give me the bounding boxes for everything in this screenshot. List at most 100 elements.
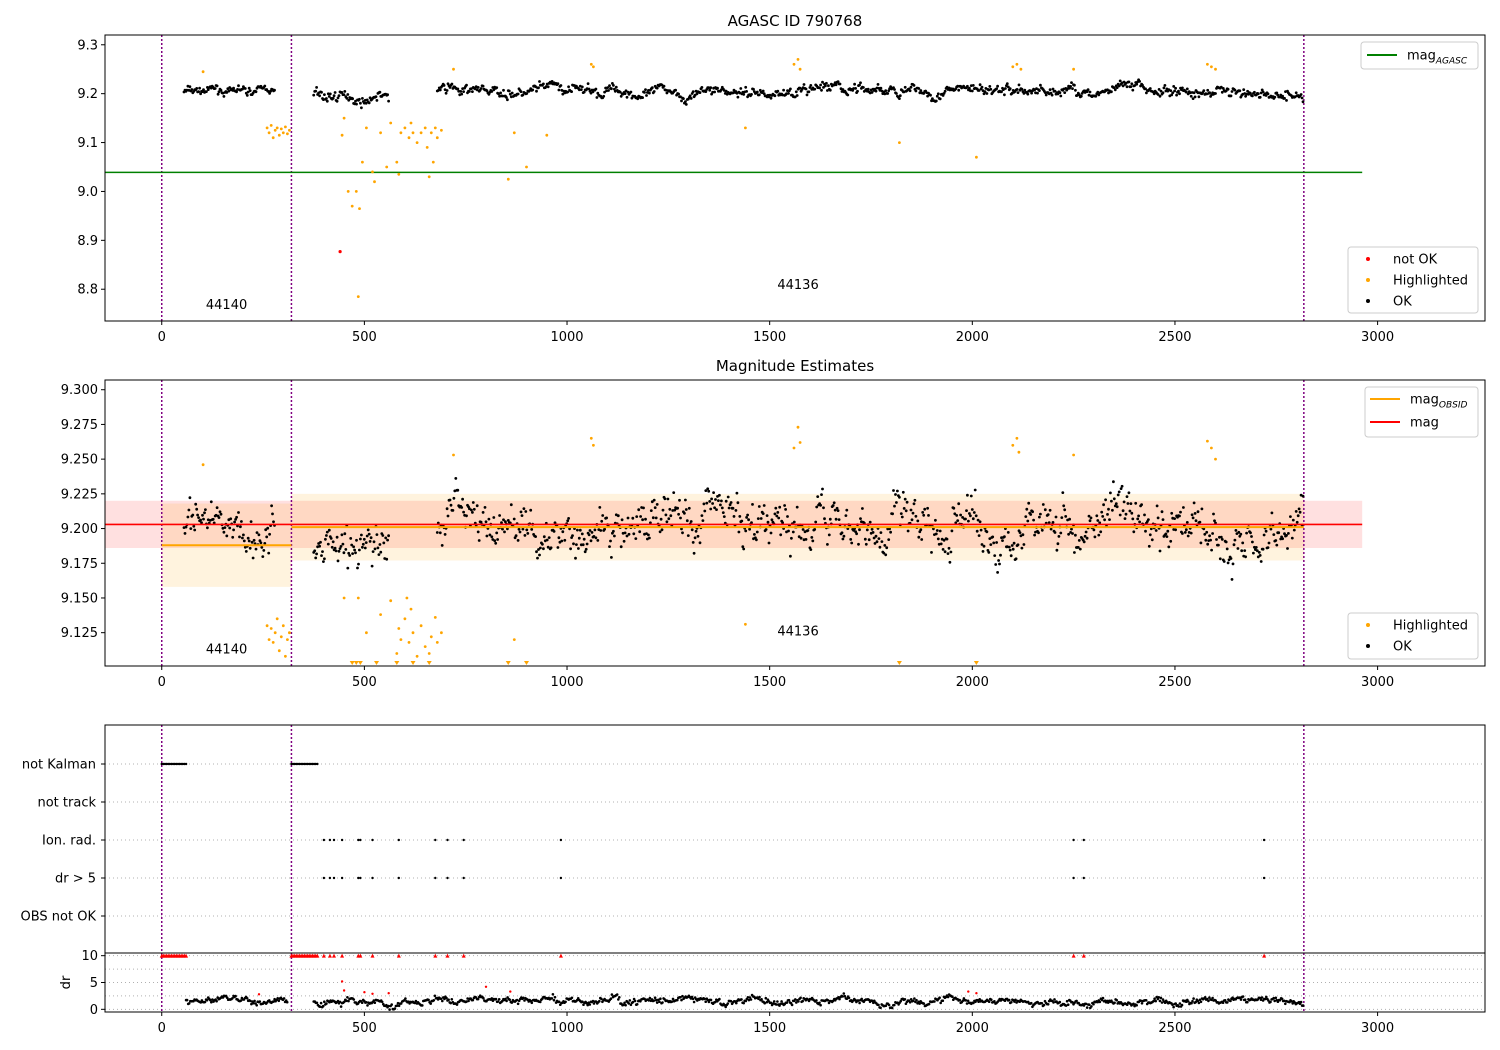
dr-point	[993, 1000, 996, 1003]
dr-point	[1018, 1000, 1021, 1003]
ok-point	[1077, 93, 1081, 97]
ok-point	[943, 89, 947, 93]
dr-point	[787, 998, 791, 1002]
ok-point	[1039, 83, 1042, 87]
ok-point	[863, 537, 867, 541]
ok-point	[755, 530, 759, 534]
dr-point	[1187, 1000, 1190, 1003]
ok-point	[524, 510, 528, 513]
ok-point	[1124, 512, 1128, 516]
dr-clipped-marker	[358, 953, 363, 958]
ok-point	[320, 90, 323, 94]
ok-point	[259, 541, 263, 545]
ok-point	[614, 85, 618, 89]
ok-point	[338, 547, 342, 550]
dr-outlier-point	[509, 990, 512, 993]
highlighted-clipped-marker	[410, 661, 416, 665]
ok-point	[709, 86, 713, 90]
dr-point	[1065, 999, 1069, 1003]
not-kalman-point	[316, 762, 319, 766]
highlighted-clipped-marker	[505, 661, 511, 665]
dr-point	[657, 998, 660, 1002]
x-tick-label: 1000	[550, 1021, 583, 1036]
ok-point	[969, 514, 972, 518]
ok-point	[948, 560, 952, 564]
ok-point	[598, 506, 602, 509]
ok-point	[1236, 547, 1240, 550]
ok-point	[496, 538, 499, 541]
ok-point	[506, 519, 510, 522]
ok-point	[858, 83, 861, 87]
dr-point	[516, 1002, 520, 1006]
ok-point	[1234, 529, 1238, 532]
ok-point	[435, 531, 439, 534]
highlighted-point	[796, 425, 800, 429]
ok-point	[698, 91, 702, 94]
ok-point	[1185, 87, 1189, 91]
ok-point	[1217, 543, 1220, 547]
dr-point	[552, 998, 556, 1002]
dr-point	[709, 998, 713, 1002]
ok-point	[479, 520, 483, 524]
dr-point	[1100, 998, 1104, 1002]
ok-point	[1167, 545, 1171, 549]
dr-point	[564, 1000, 567, 1004]
x-tick-label: 2500	[1158, 330, 1191, 345]
ok-point	[1020, 87, 1024, 91]
ion-rad-point	[359, 838, 362, 842]
ok-point	[1294, 91, 1298, 95]
dr-point	[909, 998, 913, 1001]
ok-point	[654, 516, 658, 520]
ok-point	[722, 515, 726, 518]
ok-point	[982, 92, 986, 96]
highlighted-point	[371, 170, 374, 174]
ok-point	[471, 511, 474, 514]
ok-point	[344, 548, 348, 551]
ok-point	[186, 515, 190, 519]
dr-point	[508, 998, 512, 1001]
dr-point	[654, 998, 658, 1002]
ok-point	[322, 560, 325, 563]
highlighted-point	[1017, 450, 1021, 454]
ok-point	[956, 519, 960, 522]
ok-point	[485, 89, 489, 93]
ok-point	[717, 499, 720, 502]
ok-point	[1299, 93, 1303, 96]
dr-outlier-point	[257, 993, 261, 996]
ok-point	[504, 520, 507, 524]
ok-point	[610, 556, 613, 559]
ok-point	[825, 81, 828, 85]
dr-point	[904, 1002, 908, 1005]
dr-point	[1092, 1002, 1095, 1006]
ok-point	[813, 528, 817, 531]
ok-point	[655, 503, 659, 506]
ok-point	[1159, 89, 1163, 93]
dr-point	[471, 998, 475, 1002]
ok-point	[755, 538, 758, 542]
ok-point	[968, 86, 971, 90]
ok-point	[483, 506, 487, 509]
ok-point	[1264, 529, 1268, 533]
ok-point	[1243, 549, 1247, 552]
ok-point	[1089, 516, 1093, 520]
ok-point	[475, 504, 479, 508]
dr-point	[763, 1001, 766, 1005]
dr-clipped-marker	[340, 953, 345, 958]
ok-point	[1209, 538, 1212, 542]
ok-point	[1123, 517, 1127, 520]
ok-point	[1175, 93, 1178, 97]
ok-point	[1127, 80, 1131, 84]
ok-point	[1109, 491, 1112, 495]
ok-point	[438, 531, 442, 535]
dr-point	[467, 999, 470, 1003]
ok-point	[827, 84, 830, 88]
ok-point	[658, 530, 662, 534]
y-tick-label: 10	[81, 949, 98, 964]
ok-point	[625, 534, 629, 538]
ok-point	[684, 498, 687, 502]
ok-point	[1158, 94, 1162, 98]
ok-point	[618, 90, 622, 94]
dr-point	[1231, 996, 1234, 999]
dr-point	[867, 998, 871, 1002]
dr-point	[393, 1007, 397, 1010]
